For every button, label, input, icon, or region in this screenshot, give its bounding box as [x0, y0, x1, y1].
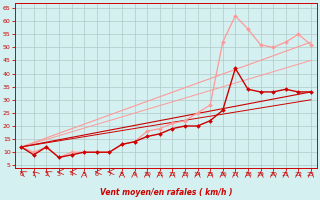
X-axis label: Vent moyen/en rafales ( km/h ): Vent moyen/en rafales ( km/h )	[100, 188, 232, 197]
